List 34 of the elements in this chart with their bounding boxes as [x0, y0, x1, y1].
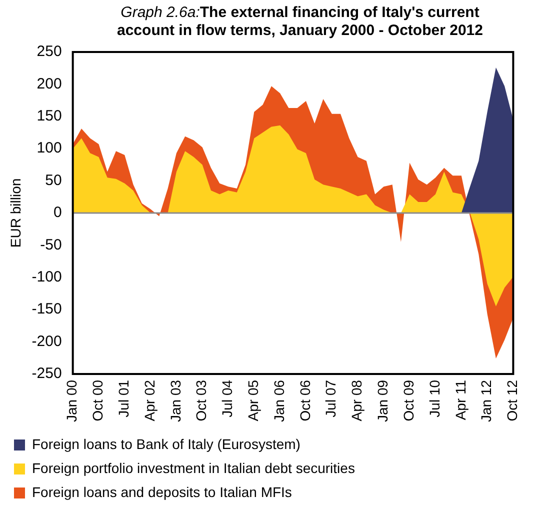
- y-tick-label: 50: [45, 172, 62, 189]
- x-tick-label: Jul 07: [322, 380, 339, 418]
- y-axis-title: EUR billion: [7, 178, 24, 248]
- x-tick-label: Jul 10: [426, 380, 442, 418]
- x-tick-label: Oct 00: [90, 380, 106, 422]
- x-tick-label: Jan 06: [270, 380, 287, 422]
- y-tick-label: 0: [53, 204, 62, 222]
- x-tick-label: Jan 03: [167, 380, 184, 422]
- y-tick-label: -250: [32, 365, 62, 382]
- x-tick-label: Jul 01: [115, 380, 132, 418]
- x-tick-label: Apr 05: [245, 380, 262, 422]
- legend-label: Foreign loans and deposits to Italian MFIs: [32, 484, 292, 500]
- y-tick-label: 200: [36, 75, 62, 92]
- legend-label: Foreign loans to Bank of Italy (Eurosystem): [32, 436, 300, 452]
- y-tick-label: -100: [32, 268, 62, 286]
- y-tick-label: -200: [32, 332, 62, 350]
- x-tick-label: Oct 12: [504, 380, 520, 422]
- y-tick-label: 250: [36, 43, 62, 60]
- y-tick-label: 150: [36, 108, 62, 125]
- x-tick-label: Jul 04: [219, 380, 236, 418]
- x-tick-label: Apr 08: [348, 380, 365, 422]
- y-tick-label: -150: [32, 300, 62, 318]
- x-tick-label: Apr 11: [452, 380, 468, 420]
- x-tick-label: Jan 09: [374, 380, 391, 422]
- y-tick-label: -50: [40, 236, 62, 254]
- legend-label: Foreign portfolio investment in Italian debt securities: [32, 460, 355, 476]
- x-tick-label: Oct 06: [296, 380, 313, 422]
- x-tick-label: Oct 09: [400, 380, 416, 422]
- chart-title: Graph 2.6a:The external financing of Italy's current account in flow terms, January 2000 - October 2012: [116, 4, 484, 40]
- x-tick-label: Jan 12: [478, 380, 494, 422]
- x-tick-label: Apr 02: [141, 380, 158, 422]
- x-tick-label: Oct 03: [193, 380, 210, 422]
- x-tick-label: Jan 00: [64, 380, 80, 422]
- y-tick-label: 100: [36, 140, 62, 157]
